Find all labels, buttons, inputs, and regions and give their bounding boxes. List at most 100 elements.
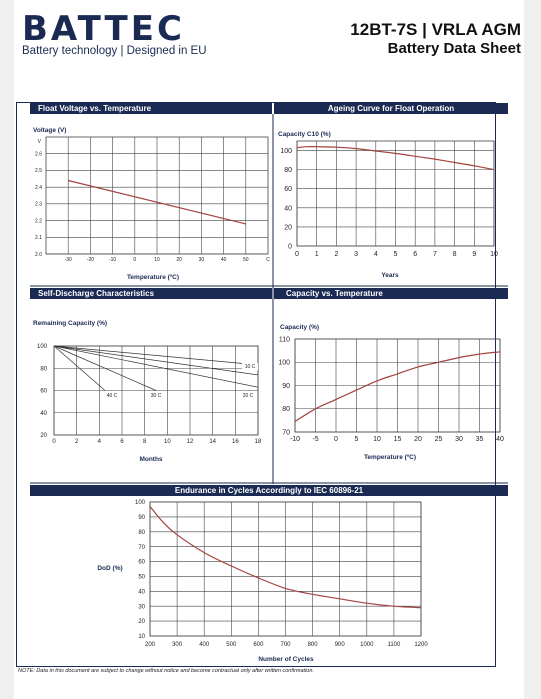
capacity-temp-x-tick-label: -10 bbox=[290, 436, 300, 443]
capacity-temp-x-tick-label: 25 bbox=[435, 436, 443, 443]
endurance-x-tick-label: 300 bbox=[172, 642, 183, 648]
capacity-temp-x-tick-label: 15 bbox=[394, 436, 402, 443]
float-voltage-x-tick-label: -10 bbox=[109, 257, 116, 263]
endurance-y-tick-label: 90 bbox=[138, 515, 145, 521]
self-discharge-x-tick-label: 16 bbox=[232, 439, 239, 445]
self-discharge-series-label-bg bbox=[104, 392, 120, 399]
float-voltage-x-tick-label: 10 bbox=[154, 257, 160, 263]
ageing-y-tick-label: 40 bbox=[284, 205, 292, 212]
endurance-y-tick-label: 70 bbox=[138, 545, 145, 551]
endurance-y-tick-label: 40 bbox=[138, 589, 145, 595]
endurance-y-tick-label: 80 bbox=[138, 530, 145, 536]
ageing-x-tick-label: 5 bbox=[394, 251, 398, 258]
panel-header-endurance: Endurance in Cycles Accordingly to IEC 6… bbox=[30, 485, 508, 496]
panel-header-capacity-temp: Capacity vs. Temperature bbox=[274, 288, 508, 299]
ageing-x-tick-label: 4 bbox=[374, 251, 378, 258]
float-voltage-y-tick-label: 2.5 bbox=[35, 168, 42, 174]
float-voltage-y-tick-label: 2.6 bbox=[35, 151, 42, 157]
ageing-x-tick-label: 9 bbox=[472, 251, 476, 258]
ageing-x-tick-label: 7 bbox=[433, 251, 437, 258]
ageing-x-axis-label: Years bbox=[381, 272, 399, 279]
float-voltage-y-tick-label: 2.3 bbox=[35, 202, 42, 208]
endurance-y-tick-label: 50 bbox=[138, 575, 145, 581]
endurance-y-tick-label: 60 bbox=[138, 560, 145, 566]
self-discharge-x-tick-label: 10 bbox=[164, 439, 171, 445]
self-discharge-series-label: 40 C bbox=[107, 393, 118, 399]
panel-header-self-discharge: Self-Discharge Characteristics bbox=[30, 288, 272, 299]
capacity-temp-x-tick-label: 30 bbox=[455, 436, 463, 443]
endurance-x-axis-label: Number of Cycles bbox=[258, 656, 314, 663]
float-voltage-x-tick-label: 30 bbox=[199, 257, 205, 263]
float-voltage-y-unit-label: V bbox=[38, 139, 42, 145]
float-voltage-x-tick-label: 0 bbox=[133, 257, 136, 263]
self-discharge-series-label-bg bbox=[242, 363, 258, 370]
endurance-x-tick-label: 400 bbox=[199, 642, 210, 648]
self-discharge-x-tick-label: 8 bbox=[143, 439, 147, 445]
endurance-x-tick-label: 700 bbox=[280, 642, 291, 648]
capacity-temp-y-tick-label: 110 bbox=[279, 336, 290, 343]
float-voltage-series-line-0 bbox=[68, 179, 246, 225]
self-discharge-y-tick-label: 60 bbox=[40, 389, 47, 395]
self-discharge-y-axis-label: Remaining Capacity (%) bbox=[33, 320, 107, 327]
self-discharge-y-tick-label: 80 bbox=[40, 366, 47, 372]
self-discharge-y-tick-label: 100 bbox=[37, 344, 48, 350]
endurance-y-tick-label: 10 bbox=[138, 634, 145, 640]
capacity-temp-x-tick-label: -5 bbox=[312, 436, 318, 443]
self-discharge-x-tick-label: 6 bbox=[120, 439, 124, 445]
ageing-x-tick-label: 0 bbox=[295, 251, 299, 258]
endurance-y-axis-label: DoD (%) bbox=[97, 565, 122, 572]
float-voltage-y-tick-label: 2.1 bbox=[35, 235, 42, 241]
document-subtitle: Battery Data Sheet bbox=[387, 40, 521, 57]
capacity-temp-x-tick-label: 10 bbox=[373, 436, 381, 443]
endurance-x-tick-label: 1100 bbox=[387, 642, 401, 648]
ageing-x-tick-label: 8 bbox=[453, 251, 457, 258]
float-voltage-x-tick-label: 50 bbox=[243, 257, 249, 263]
brand-logo: BATTEC bbox=[22, 9, 185, 49]
self-discharge-series-label: 20 C bbox=[243, 393, 254, 399]
endurance-x-tick-label: 600 bbox=[253, 642, 264, 648]
float-voltage-y-axis-label: Voltage (V) bbox=[33, 127, 66, 134]
ageing-x-tick-label: 1 bbox=[315, 251, 319, 258]
self-discharge-y-tick-label: 40 bbox=[40, 411, 47, 417]
document-title: 12BT-7S | VRLA AGM bbox=[350, 20, 521, 39]
ageing-y-tick-label: 80 bbox=[284, 167, 292, 174]
ageing-y-tick-label: 60 bbox=[284, 186, 292, 193]
self-discharge-x-tick-label: 14 bbox=[209, 439, 216, 445]
float-voltage-y-tick-label: 2.2 bbox=[35, 218, 42, 224]
brand-tagline: Battery technology | Designed in EU bbox=[22, 45, 207, 57]
self-discharge-series-line-0 bbox=[53, 345, 259, 366]
capacity-temp-x-tick-label: 20 bbox=[414, 436, 422, 443]
capacity-temp-y-axis-label: Capacity (%) bbox=[280, 324, 319, 331]
self-discharge-y-tick-label: 20 bbox=[40, 433, 47, 439]
self-discharge-series-label-bg bbox=[148, 392, 164, 399]
capacity-temp-x-axis-label: Temperature (ºC) bbox=[364, 454, 416, 461]
ageing-y-tick-label: 100 bbox=[280, 148, 292, 155]
self-discharge-x-tick-label: 4 bbox=[98, 439, 102, 445]
self-discharge-x-tick-label: 12 bbox=[187, 439, 194, 445]
endurance-x-tick-label: 800 bbox=[308, 642, 319, 648]
capacity-temp-x-tick-label: 0 bbox=[334, 436, 338, 443]
capacity-temp-y-tick-label: 100 bbox=[278, 360, 290, 367]
float-voltage-x-tick-label: -20 bbox=[87, 257, 94, 263]
self-discharge-x-tick-label: 18 bbox=[255, 439, 262, 445]
self-discharge-x-tick-label: 0 bbox=[52, 439, 56, 445]
ageing-x-tick-label: 3 bbox=[354, 251, 358, 258]
ageing-x-tick-label: 2 bbox=[334, 251, 338, 258]
capacity-temp-y-tick-label: 70 bbox=[282, 429, 290, 436]
self-discharge-series-label: 10 C bbox=[245, 364, 256, 370]
self-discharge-x-axis-label: Months bbox=[139, 456, 162, 463]
capacity-temp-x-tick-label: 35 bbox=[476, 436, 484, 443]
capacity-temp-y-tick-label: 80 bbox=[282, 406, 290, 413]
capacity-temp-x-tick-label: 5 bbox=[355, 436, 359, 443]
float-voltage-y-tick-label: 2.4 bbox=[35, 185, 42, 191]
capacity-temp-y-tick-label: 90 bbox=[282, 383, 290, 390]
ageing-y-axis-label: Capacity C10 (%) bbox=[278, 131, 331, 138]
endurance-y-tick-label: 30 bbox=[138, 604, 145, 610]
capacity-temp-x-tick-label: 40 bbox=[496, 436, 504, 443]
float-voltage-x-tick-label: 20 bbox=[176, 257, 182, 263]
float-voltage-x-unit-label: C bbox=[266, 257, 270, 263]
self-discharge-series-line-4 bbox=[53, 345, 259, 376]
endurance-x-tick-label: 200 bbox=[145, 642, 156, 648]
ageing-x-tick-label: 10 bbox=[490, 251, 498, 258]
endurance-x-tick-label: 1000 bbox=[360, 642, 374, 648]
